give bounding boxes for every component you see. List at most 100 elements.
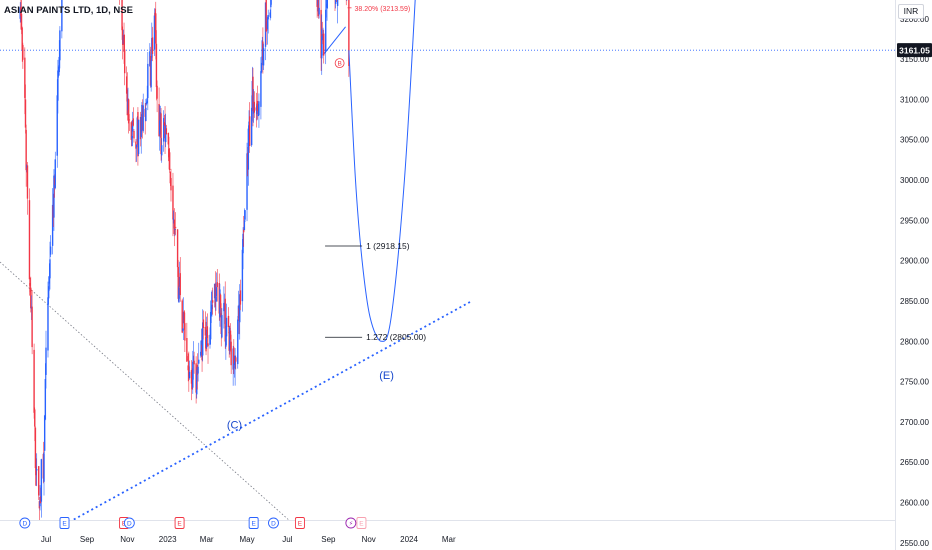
candle — [161, 138, 163, 163]
candle — [193, 351, 195, 374]
candle-body — [56, 95, 58, 156]
candle — [140, 114, 142, 154]
candle-body — [160, 113, 162, 155]
candle-body — [216, 282, 218, 288]
event-marker-earnings-future[interactable]: E — [356, 517, 367, 529]
event-marker-dividend[interactable]: D — [19, 517, 31, 529]
candle-body — [123, 49, 126, 74]
event-marker-dividend[interactable]: D — [268, 517, 279, 529]
candle-body — [47, 286, 50, 299]
candle-body — [192, 361, 194, 388]
candle-body — [242, 233, 244, 254]
candle-body — [45, 347, 47, 375]
candle — [247, 125, 250, 186]
candle — [202, 310, 205, 340]
wave-label[interactable]: (C) — [227, 419, 242, 431]
candle-body — [260, 71, 262, 107]
candle-body — [28, 200, 31, 280]
event-letter: D — [271, 521, 276, 528]
candle-body — [182, 328, 184, 331]
candle-body — [49, 259, 51, 279]
plot-area[interactable] — [0, 0, 895, 539]
subwave-circle — [334, 58, 345, 69]
candle-body — [35, 466, 37, 476]
channel-lower-line[interactable] — [322, 26, 346, 56]
candle — [127, 98, 130, 134]
candle-body — [59, 30, 61, 61]
candle-body — [173, 219, 175, 235]
event-marker-dividend[interactable]: D — [123, 517, 135, 529]
candle — [123, 34, 126, 86]
candle-body — [325, 9, 327, 52]
candle-body — [186, 359, 189, 361]
candle — [265, 0, 267, 46]
candle-body — [196, 369, 198, 395]
old-trendline[interactable] — [0, 261, 300, 530]
candle-body — [321, 29, 323, 59]
event-marker-split[interactable]: ⚡ — [345, 517, 357, 529]
candle-body — [234, 356, 236, 369]
candle — [150, 56, 152, 92]
candle — [170, 168, 172, 202]
candle-body — [26, 165, 29, 199]
candle — [321, 14, 323, 75]
candle-body — [209, 334, 211, 345]
event-marker-earnings-down[interactable]: E — [294, 517, 305, 529]
candle-body — [24, 99, 27, 128]
candle-body — [147, 63, 149, 99]
candle-body — [252, 76, 254, 112]
price-tick-label: 2600.00 — [900, 499, 929, 508]
candle-body — [20, 6, 22, 17]
candle — [51, 188, 54, 255]
candle-body — [227, 315, 230, 328]
candle — [168, 147, 171, 173]
price-tick-label: 2900.00 — [900, 257, 929, 266]
event-marker-earnings[interactable]: E — [59, 517, 70, 529]
price-tick-label: 2850.00 — [900, 297, 929, 306]
candle-body — [326, 0, 328, 9]
candle-body — [334, 0, 337, 4]
candle — [178, 285, 180, 303]
candle — [135, 144, 138, 162]
candle-body — [198, 359, 200, 364]
candle-body — [214, 283, 216, 307]
candle — [28, 188, 31, 296]
candle-body — [256, 100, 259, 111]
candle-body — [188, 366, 190, 377]
candle — [198, 342, 200, 365]
candle — [266, 15, 269, 45]
candle — [270, 0, 272, 19]
level-label: 38.20% (3213.59) — [355, 6, 411, 13]
event-marker-earnings[interactable]: E — [248, 517, 259, 529]
candle-body — [190, 370, 193, 384]
candle-body — [269, 12, 271, 17]
candle-body — [58, 56, 60, 73]
price-tick-label: 2750.00 — [900, 378, 929, 387]
candle-body — [207, 343, 209, 347]
projected-wave-path[interactable] — [348, 0, 441, 342]
support-line[interactable] — [39, 300, 473, 539]
price-tick-label: 3000.00 — [900, 176, 929, 185]
subwave-label[interactable]: B — [334, 58, 345, 69]
price-tick-label: 2700.00 — [900, 418, 929, 427]
candle — [326, 0, 328, 21]
wave-label[interactable]: (E) — [379, 370, 394, 382]
candle-body — [221, 315, 223, 338]
currency-badge[interactable]: INR — [898, 4, 924, 19]
candle — [172, 172, 174, 237]
candle-body — [30, 287, 32, 309]
candle-body — [170, 177, 172, 191]
candle — [267, 9, 269, 34]
candle-body — [131, 136, 133, 139]
candle-body — [210, 306, 213, 316]
candle-body — [38, 466, 40, 496]
candle — [327, 0, 329, 9]
level-label: 1 (2918.15) — [366, 241, 410, 251]
candle-body — [21, 27, 23, 50]
candle — [258, 93, 260, 128]
candle-body — [140, 117, 142, 138]
candle — [207, 335, 209, 364]
candle-body — [239, 294, 241, 323]
event-marker-earnings-down[interactable]: E — [174, 517, 185, 529]
